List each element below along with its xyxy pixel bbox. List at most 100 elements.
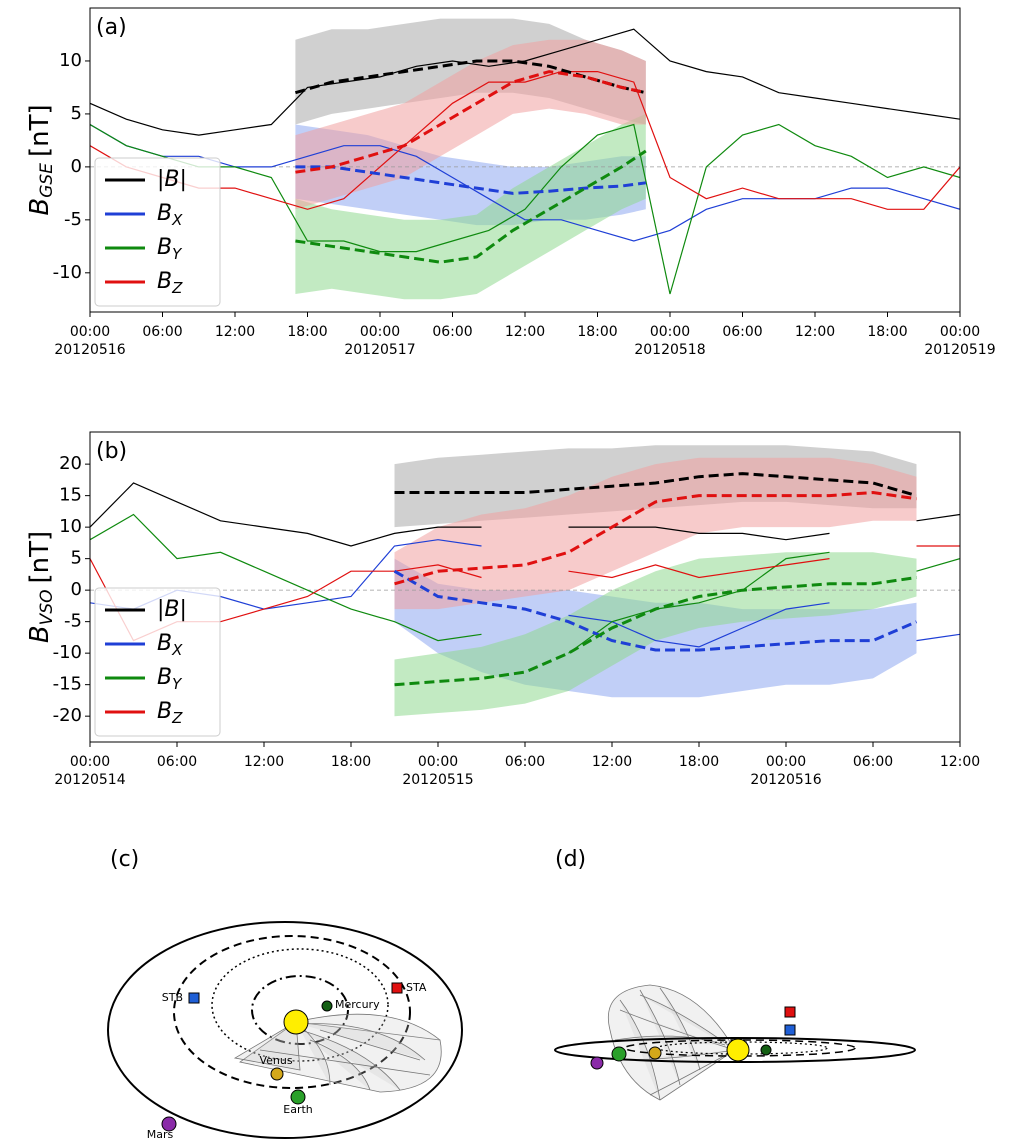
x-tick-label: 12:00	[940, 754, 980, 770]
body-label: Venus	[259, 1054, 292, 1067]
x-tick-label: 06:00	[505, 754, 545, 770]
x-tick-label: 18:00	[287, 324, 327, 340]
panel-label: (a)	[96, 15, 127, 40]
x-date-label: 20120515	[402, 772, 473, 788]
y-axis-label: BVSO [nT]	[25, 531, 58, 643]
y-tick-label: -10	[53, 262, 82, 283]
model-line	[294, 59, 647, 95]
legend-label: |B|	[157, 597, 187, 622]
x-tick-label: 06:00	[432, 324, 472, 340]
y-tick-label: -15	[53, 674, 82, 695]
y-tick-label: 10	[59, 516, 82, 537]
legend-name: B	[157, 631, 172, 656]
legend-label: BY	[157, 235, 183, 263]
y-tick-label: -5	[64, 209, 82, 230]
mars-orbit	[107, 921, 463, 1139]
venus	[648, 1046, 662, 1060]
cme-mesh	[608, 984, 736, 1101]
model-line	[393, 569, 918, 652]
model-line	[295, 165, 646, 195]
diagram-d: (d)	[554, 847, 916, 1101]
x-tick-label: 12:00	[505, 324, 545, 340]
y-label-symbol: B	[25, 625, 55, 643]
x-tick-label: 18:00	[679, 754, 719, 770]
stb	[188, 992, 200, 1004]
venus	[270, 1067, 284, 1081]
legend-label: |B|	[157, 167, 187, 192]
panel-label: (b)	[96, 439, 127, 464]
model-line	[394, 576, 917, 687]
legend-label: BX	[157, 631, 183, 659]
cme-mesh	[233, 1013, 442, 1093]
mars	[590, 1056, 604, 1070]
mars	[161, 1116, 177, 1132]
data-line	[90, 71, 960, 210]
model-line	[295, 70, 647, 174]
x-tick-label: 00:00	[940, 324, 980, 340]
legend-subscript: X	[171, 641, 183, 659]
earth	[290, 1089, 306, 1105]
panel-label: (c)	[110, 847, 139, 872]
data-line	[90, 28, 960, 136]
earth	[611, 1046, 627, 1062]
legend-box	[94, 587, 221, 737]
x-tick-label: 12:00	[215, 324, 255, 340]
x-tick-label: 00:00	[650, 324, 690, 340]
x-date-label: 20120519	[924, 342, 995, 358]
plot: -10 -5 0 5 10 00:00 06:00 12:00 18:00 00:00 06:00 1…	[25, 7, 996, 358]
x-tick-label: 06:00	[157, 754, 197, 770]
x-tick-label: 18:00	[331, 754, 371, 770]
earth-orbit	[173, 935, 411, 1089]
x-tick-label: 00:00	[418, 754, 458, 770]
x-tick-label: 06:00	[722, 324, 762, 340]
y-tick-label: -5	[64, 611, 82, 632]
uncertainty-band	[394, 552, 917, 717]
y-tick-label: 0	[71, 579, 82, 600]
venus-orbit	[211, 948, 389, 1062]
data-line	[90, 513, 960, 654]
model-line	[394, 490, 917, 586]
y-tick-label: 20	[59, 453, 82, 474]
legend-name: |B|	[157, 597, 187, 622]
y-tick-label: 5	[71, 548, 82, 569]
x-date-label: 20120516	[750, 772, 821, 788]
uncertainty-band	[295, 39, 646, 210]
legend-name: B	[157, 201, 172, 226]
legend-name: B	[157, 699, 172, 724]
model-line	[394, 472, 917, 498]
x-tick-label: 18:00	[577, 324, 617, 340]
y-label-subscript: VSO	[37, 590, 57, 626]
mercury-orbit	[251, 975, 349, 1045]
body-label: Earth	[283, 1103, 313, 1116]
mercury	[321, 1000, 333, 1012]
body-label: Mercury	[335, 998, 380, 1011]
sta	[391, 982, 403, 994]
mercury	[760, 1044, 772, 1056]
y-tick-label: -20	[53, 705, 82, 726]
data-line	[90, 123, 960, 295]
legend-name: B	[157, 269, 172, 294]
y-tick-label: 10	[59, 50, 82, 71]
x-tick-label: 00:00	[70, 754, 110, 770]
legend-box	[94, 157, 221, 307]
y-tick-label: 0	[71, 156, 82, 177]
legend-subscript: Y	[172, 675, 183, 693]
stb	[784, 1024, 796, 1036]
y-label-symbol: B	[25, 198, 55, 216]
legend-name: B	[157, 665, 172, 690]
body-label: Mars	[147, 1128, 174, 1141]
x-date-label: 20120516	[54, 342, 125, 358]
plot-area	[90, 445, 960, 717]
y-label-subscript: GSE	[37, 163, 57, 198]
x-date-label: 20120518	[634, 342, 705, 358]
legend-subscript: Z	[171, 709, 183, 727]
legend-label: BX	[157, 201, 183, 229]
diagram-c: (c) STB STA Mercury Venus Earth Mars	[107, 847, 463, 1141]
legend-name: B	[157, 235, 172, 260]
earth-orbit	[624, 1039, 856, 1057]
sun	[726, 1038, 750, 1062]
body-label: STB	[162, 991, 183, 1004]
x-tick-label: 12:00	[244, 754, 284, 770]
sun	[283, 1009, 309, 1035]
